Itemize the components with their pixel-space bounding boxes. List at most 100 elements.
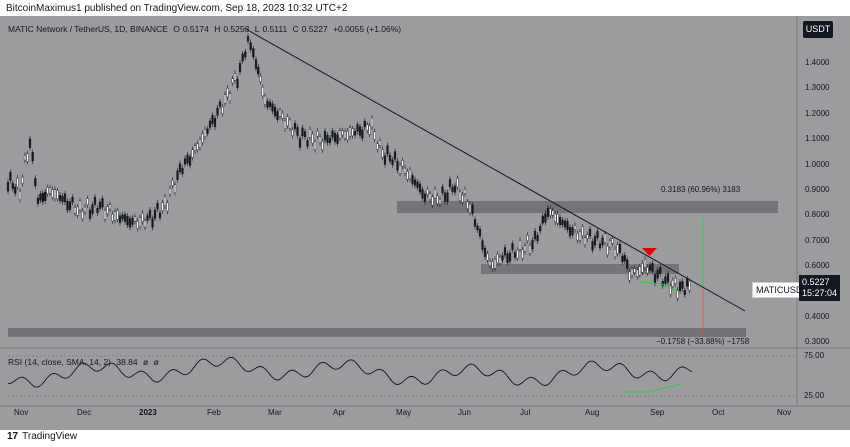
candle-body xyxy=(351,128,354,136)
candle-body xyxy=(606,246,609,256)
candle-body xyxy=(626,259,629,269)
candle-body xyxy=(406,171,409,180)
high-value: 0.5253 xyxy=(223,24,250,34)
lower-zone xyxy=(8,328,746,337)
candle-body xyxy=(508,252,512,262)
candle-body xyxy=(281,112,284,119)
candle-body xyxy=(238,63,242,73)
time-axis-label: May xyxy=(396,408,412,417)
candle-body xyxy=(163,196,167,207)
candle-body xyxy=(393,151,397,160)
candle-body xyxy=(6,182,10,192)
candle-body xyxy=(126,216,129,226)
red-down-arrow xyxy=(642,248,657,256)
candle-body xyxy=(563,220,567,228)
candle-body xyxy=(161,202,164,211)
chart-area[interactable] xyxy=(0,16,850,430)
price-axis-label: 1.3000 xyxy=(805,83,830,92)
low-value: 0.5111 xyxy=(262,24,288,34)
candle-body xyxy=(48,187,52,194)
candle-body xyxy=(291,129,294,136)
measure-up-label: 0.3183 (60.96%) 3183 xyxy=(661,185,741,194)
candle-body xyxy=(233,73,237,81)
time-axis-label: Mar xyxy=(268,408,282,417)
price-axis-label: 0.6000 xyxy=(805,261,830,270)
candle-body xyxy=(461,194,464,203)
candle-body xyxy=(28,138,32,148)
currency-scale-button[interactable]: USDT xyxy=(803,21,833,38)
candle-body xyxy=(651,263,654,272)
candle-body xyxy=(363,120,366,128)
candle-body xyxy=(528,245,532,254)
candle-body xyxy=(370,117,374,128)
candle-body xyxy=(376,143,379,150)
divergence-line-rsi xyxy=(624,383,683,393)
candle-body xyxy=(418,183,422,193)
candle-body xyxy=(66,200,69,211)
time-axis-label: Jul xyxy=(520,408,531,417)
candle-body xyxy=(638,266,641,276)
candle-body xyxy=(466,201,469,209)
candle-body xyxy=(421,189,424,199)
candle-body xyxy=(586,234,589,239)
candle-body xyxy=(601,237,604,246)
candle-body xyxy=(616,244,619,254)
candle-body xyxy=(676,289,679,299)
candle-body xyxy=(653,274,657,284)
candle-body xyxy=(276,111,279,120)
candle-body xyxy=(252,48,255,58)
rsi-line xyxy=(7,356,693,388)
candle-body xyxy=(83,206,87,213)
candle-body xyxy=(686,278,689,287)
candle-body xyxy=(296,127,299,136)
candle-body xyxy=(453,185,457,193)
candle-body xyxy=(306,140,309,147)
last-price-label: 0.5227 15:27:04 xyxy=(799,275,841,301)
candle-body xyxy=(18,190,22,200)
candle-body xyxy=(503,247,507,256)
candle-body xyxy=(511,243,514,250)
candle-body xyxy=(566,220,569,230)
candle-body xyxy=(41,192,44,202)
candle-body xyxy=(186,154,189,164)
candle-body xyxy=(521,249,524,259)
price-axis-label: 1.0000 xyxy=(805,160,830,169)
candle-body xyxy=(333,132,337,142)
time-axis-label: Sep xyxy=(650,408,665,417)
candle-body xyxy=(63,193,67,203)
candle-body xyxy=(58,194,62,201)
candle-body xyxy=(373,131,376,140)
candle-body xyxy=(16,177,19,187)
candle-body xyxy=(128,218,132,228)
candle-body xyxy=(203,129,207,137)
candle-body xyxy=(476,225,479,231)
tradingview-logo[interactable]: 17 TradingView xyxy=(7,431,77,442)
candle-body xyxy=(516,250,519,259)
candle-body xyxy=(443,192,447,202)
candle-body xyxy=(158,212,162,219)
candle-body xyxy=(138,217,142,227)
candle-body xyxy=(148,209,152,218)
candle-body xyxy=(34,178,37,187)
candle-body xyxy=(78,200,82,211)
price-axis-label: 0.9000 xyxy=(805,185,830,194)
candle-body xyxy=(156,202,159,210)
candle-body xyxy=(571,227,574,236)
candle-body xyxy=(433,188,437,199)
candle-body xyxy=(208,120,212,128)
candle-body xyxy=(171,180,174,186)
candle-body xyxy=(71,196,74,203)
candle-body xyxy=(254,59,258,69)
candle-body xyxy=(201,133,204,143)
candle-body xyxy=(541,215,544,224)
candle-body xyxy=(573,225,577,230)
candle-body xyxy=(666,273,670,283)
candle-body xyxy=(228,93,232,102)
candle-body xyxy=(113,211,117,221)
candle-body xyxy=(353,131,357,136)
candle-body xyxy=(181,168,184,174)
candle-body xyxy=(9,172,12,181)
time-axis-label: Oct xyxy=(712,408,725,417)
candle-body xyxy=(356,124,359,132)
